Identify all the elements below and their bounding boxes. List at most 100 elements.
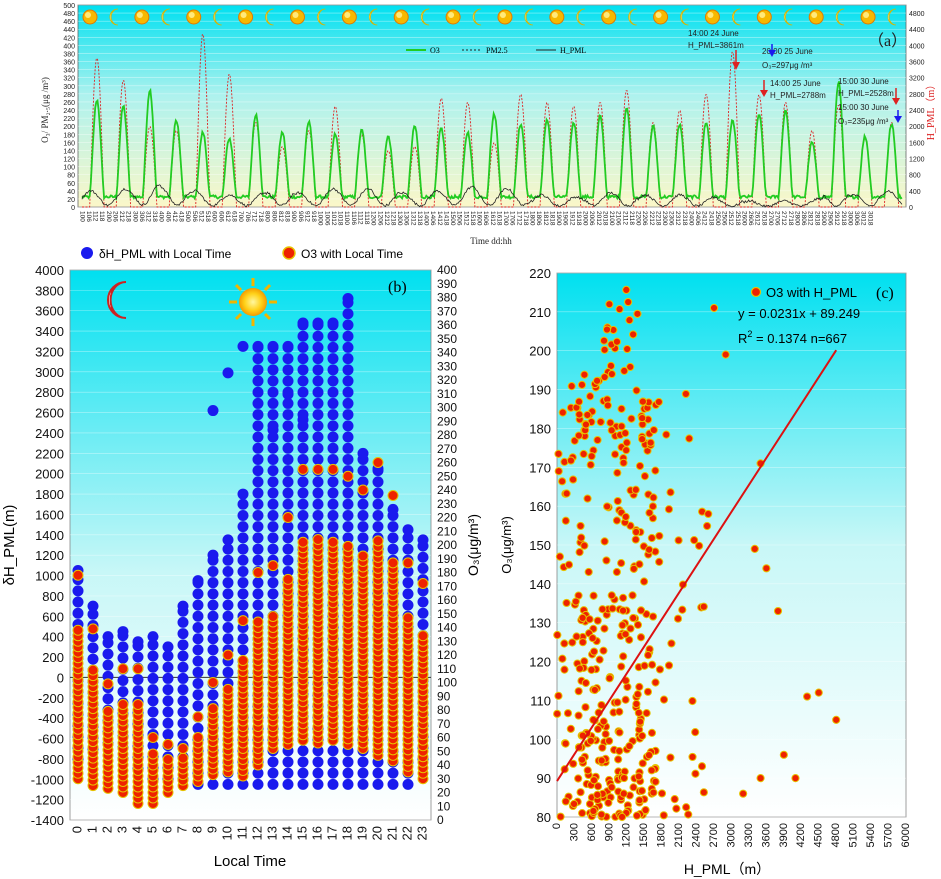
o3-hpml-point xyxy=(699,602,708,611)
y-tick-label: 2200 xyxy=(35,446,64,461)
dhpml-point xyxy=(342,767,354,779)
moon-icon xyxy=(161,8,170,26)
y2-tick-label: 260 xyxy=(437,456,457,470)
dhpml-point xyxy=(147,661,159,673)
panel-c: 80 90 100 110 120 130 140 150 160 170 180 190 200 210… xyxy=(499,266,912,877)
legend-dhpml-marker xyxy=(81,247,93,259)
dhpml-point xyxy=(372,476,384,488)
dhpml-point xyxy=(327,330,339,342)
o3-hpml-point xyxy=(583,494,592,503)
o3-hpml-point xyxy=(627,414,636,423)
x-tick-label: 1612 xyxy=(489,211,496,226)
x-tick-label: 2706 xyxy=(774,211,781,226)
o3-point xyxy=(342,540,354,552)
legend-o3-lt-label: O3 with Local Time xyxy=(301,247,403,261)
series-pm25-line xyxy=(81,184,903,208)
o3-hpml-point xyxy=(634,772,643,781)
sun-highlight xyxy=(759,12,766,18)
panel-b-points xyxy=(72,293,429,809)
o3-hpml-point xyxy=(553,709,562,718)
x-tick-label: 1718 xyxy=(522,211,529,226)
dhpml-point xyxy=(102,631,114,643)
y2-tick-label: 220 xyxy=(437,511,457,525)
y-tick-label: -800 xyxy=(38,752,64,767)
o3-hpml-point xyxy=(667,639,676,648)
y-tick-label: 200 xyxy=(63,124,75,131)
x-tick-label: 23 xyxy=(414,826,429,840)
o3-hpml-point xyxy=(568,475,578,484)
x-tick-label: 2206 xyxy=(641,211,648,226)
o3-hpml-point xyxy=(586,392,595,401)
x-tick-label: 718 xyxy=(257,211,264,222)
o3-point xyxy=(222,649,234,661)
panel-b-right-ticks: 0102030405060708090100110120130140150160… xyxy=(437,263,457,827)
dhpml-point xyxy=(342,521,354,533)
dhpml-point xyxy=(327,420,339,432)
dhpml-point xyxy=(162,695,174,707)
x-tick-label: 2812 xyxy=(807,211,814,226)
dhpml-point xyxy=(207,644,219,656)
x-tick-label: 3900 xyxy=(778,823,790,847)
o3-hpml-point xyxy=(756,774,765,783)
dhpml-point xyxy=(342,431,354,443)
o3-hpml-point xyxy=(583,410,592,420)
series-o3-line xyxy=(81,81,903,202)
o3-hpml-point xyxy=(589,776,599,785)
y-tick-label: 460 xyxy=(63,19,75,26)
dhpml-point xyxy=(267,340,279,352)
y2-tick-label: 270 xyxy=(437,442,457,456)
dhpml-point xyxy=(372,487,384,499)
dhpml-point xyxy=(267,588,279,600)
y-tick-label: 140 xyxy=(529,577,551,592)
x-tick-label: 1600 xyxy=(476,211,483,226)
o3-hpml-point xyxy=(691,769,700,778)
dhpml-point xyxy=(192,575,204,587)
panel-a-ylabel-right: H_PML（m） xyxy=(925,80,937,141)
o3-hpml-point xyxy=(571,597,580,606)
x-tick-label: 806 xyxy=(270,211,277,222)
dhpml-point xyxy=(402,577,414,589)
o3-hpml-point xyxy=(578,638,587,647)
x-tick-label: 5700 xyxy=(882,823,894,847)
dhpml-point xyxy=(342,420,354,432)
dhpml-point xyxy=(342,375,354,387)
o3-hpml-point xyxy=(612,516,622,525)
dhpml-point xyxy=(372,521,384,533)
dhpml-point xyxy=(312,409,324,421)
dhpml-point xyxy=(252,420,264,432)
dhpml-point xyxy=(267,543,279,555)
o3-point xyxy=(357,550,369,562)
o3-hpml-point xyxy=(572,632,581,641)
arrow-head xyxy=(732,62,740,70)
dhpml-point xyxy=(72,585,84,597)
y2-tick-label: 370 xyxy=(437,304,457,318)
o3-hpml-point xyxy=(641,805,650,815)
dhpml-point xyxy=(312,745,324,757)
moon-icon xyxy=(109,8,118,26)
o3-point xyxy=(177,752,189,764)
x-tick-label: 1618 xyxy=(495,211,502,226)
o3-point xyxy=(102,705,114,717)
dhpml-point xyxy=(252,509,264,521)
x-tick-label: 1206 xyxy=(376,211,383,226)
o3-point xyxy=(327,463,339,475)
dhpml-point xyxy=(297,442,309,454)
x-tick-label: 2600 xyxy=(740,211,747,226)
dhpml-point xyxy=(282,353,294,365)
dhpml-point xyxy=(177,600,189,612)
y2-tick-label: 1200 xyxy=(909,157,925,164)
panel-c-x-ticks: 0 300 600 900 1200 1500 1800 2100 2400 2700 3000 33… xyxy=(551,823,912,847)
dhpml-point xyxy=(312,397,324,409)
dhpml-point xyxy=(312,476,324,488)
o3-point xyxy=(222,683,234,695)
dhpml-point xyxy=(342,364,354,376)
x-tick-label: 3 xyxy=(114,826,129,833)
x-tick-label: 1218 xyxy=(390,211,397,226)
x-tick-label: 2 xyxy=(99,826,114,833)
x-tick-label: 306 xyxy=(138,211,145,222)
y-tick-label: 600 xyxy=(42,609,64,624)
y-tick-label: 320 xyxy=(63,76,75,83)
x-tick-label: 800 xyxy=(264,211,271,222)
o3-hpml-point xyxy=(670,795,679,804)
y-tick-label: -600 xyxy=(38,732,64,747)
